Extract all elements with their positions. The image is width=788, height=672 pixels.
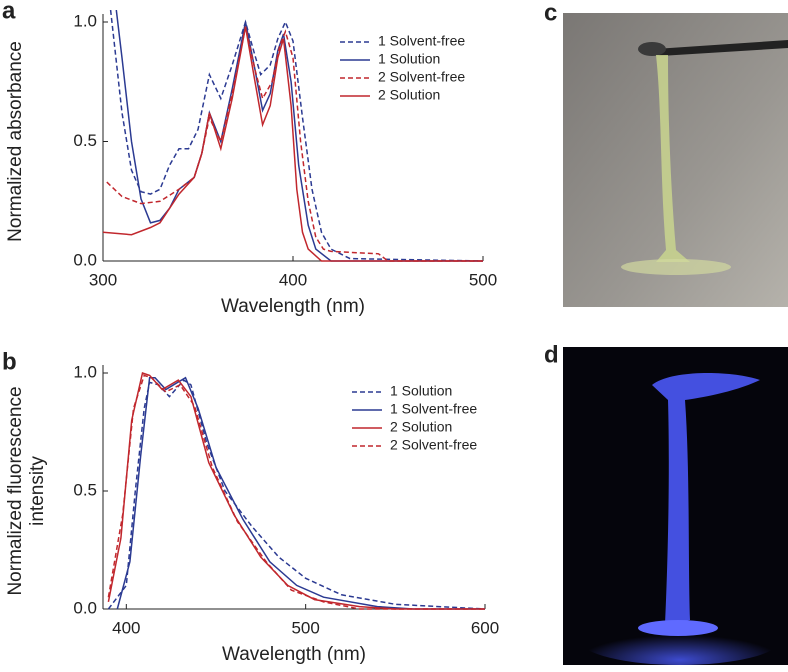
y-axis-label: intensity (27, 456, 48, 526)
line (115, 10, 483, 262)
plot-area (103, 10, 483, 262)
y-tick-label: 0.0 (73, 598, 97, 617)
line (109, 10, 483, 262)
legend-label: 1 Solvent-free (390, 401, 477, 417)
x-axis-label: Wavelength (nm) (221, 296, 365, 317)
x-tick-label: 500 (291, 618, 319, 637)
y-tick-label: 0.0 (73, 250, 97, 269)
legend-label: 2 Solvent-free (390, 437, 477, 453)
x-tick-label: 400 (112, 618, 140, 637)
legend-label: 2 Solution (378, 87, 440, 103)
y-axis-label: Normalized absorbance (5, 41, 26, 242)
y-tick-label: 0.5 (73, 131, 97, 150)
x-axis-label: Wavelength (nm) (222, 644, 366, 665)
panel-label: c (544, 0, 557, 26)
x-tick-label: 600 (471, 618, 499, 637)
legend-label: 1 Solution (378, 51, 440, 67)
panel-label: a (2, 0, 16, 24)
x-tick-label: 300 (89, 270, 117, 289)
line (106, 26, 483, 262)
panel-label: d (544, 341, 559, 368)
line (116, 376, 485, 610)
legend-label: 1 Solvent-free (378, 33, 465, 49)
line (107, 379, 485, 610)
line (107, 374, 485, 610)
y-tick-label: 1.0 (73, 362, 97, 381)
photo-d (563, 347, 788, 665)
y-axis-label: Normalized fluorescence (5, 386, 26, 595)
x-tick-label: 500 (469, 270, 497, 289)
legend-label: 2 Solvent-free (378, 69, 465, 85)
plot-area (107, 372, 485, 610)
legend-label: 2 Solution (390, 419, 452, 435)
legend-label: 1 Solution (390, 383, 452, 399)
x-tick-label: 400 (279, 270, 307, 289)
photo-c (563, 13, 788, 307)
line (103, 26, 483, 262)
y-tick-label: 0.5 (73, 480, 97, 499)
y-tick-label: 1.0 (73, 11, 97, 30)
panel-label: b (2, 348, 17, 375)
